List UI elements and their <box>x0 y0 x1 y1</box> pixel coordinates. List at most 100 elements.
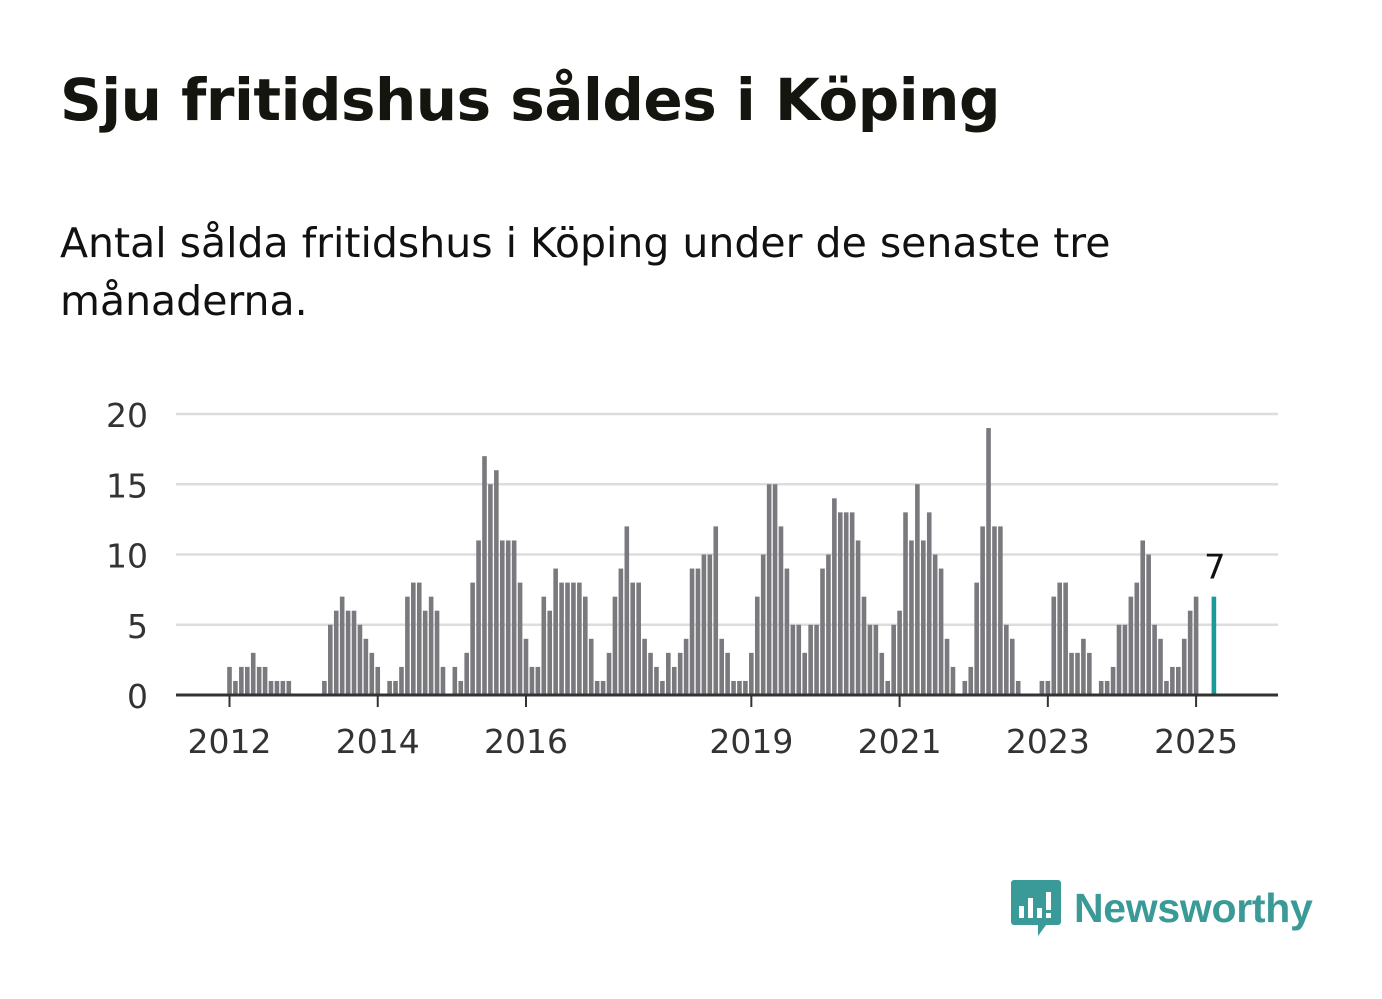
bar <box>511 540 517 695</box>
bar <box>725 652 730 695</box>
bar <box>239 666 244 695</box>
bar <box>440 666 446 695</box>
bar <box>879 652 885 695</box>
bar <box>1134 582 1140 695</box>
bar <box>399 666 404 695</box>
bar <box>488 484 493 695</box>
x-tick-label: 2021 <box>858 722 942 761</box>
x-tick-label: 2025 <box>1154 722 1238 761</box>
bar <box>1081 638 1086 695</box>
chart-title: Sju fritidshus såldes i Köping <box>60 66 1000 134</box>
bar <box>541 596 547 695</box>
bar <box>778 526 784 695</box>
x-tick-label: 2014 <box>336 722 420 761</box>
bar <box>820 568 825 695</box>
bar <box>891 624 896 695</box>
newsworthy-logo-icon <box>1011 880 1061 936</box>
bar <box>535 666 541 695</box>
bar <box>968 666 974 695</box>
bar <box>660 680 665 695</box>
bar <box>1158 638 1163 695</box>
bar <box>903 512 908 695</box>
bar <box>499 540 505 695</box>
bar <box>873 624 879 695</box>
bar <box>529 666 535 695</box>
newsworthy-logo: Newsworthy <box>1010 878 1313 938</box>
bar <box>826 554 831 695</box>
bar <box>998 526 1003 695</box>
bar <box>802 652 808 695</box>
bar <box>363 638 369 695</box>
bar <box>375 666 381 695</box>
y-tick-label: 5 <box>127 607 148 646</box>
bar <box>227 666 232 695</box>
bar <box>280 680 286 695</box>
bar <box>357 624 363 695</box>
bar <box>393 680 398 695</box>
bar <box>559 582 564 695</box>
bar <box>743 680 748 695</box>
bar <box>992 526 997 695</box>
bar <box>1110 666 1116 695</box>
bar <box>583 596 588 695</box>
gridlines <box>176 412 1278 626</box>
x-tick-label: 2019 <box>709 722 793 761</box>
highlight-bar <box>1211 596 1217 695</box>
bar <box>843 512 849 695</box>
bar <box>405 596 410 695</box>
bar <box>1004 624 1009 695</box>
bar <box>345 610 351 695</box>
bar <box>1187 610 1193 695</box>
bar <box>1140 540 1146 695</box>
bar <box>333 610 339 695</box>
bar <box>814 624 819 695</box>
bar <box>1069 652 1074 695</box>
bar <box>233 680 238 695</box>
bar <box>624 526 630 695</box>
bar <box>677 652 683 695</box>
bar <box>636 582 641 695</box>
bar <box>932 554 938 695</box>
bar <box>612 596 618 695</box>
bar <box>1075 652 1080 695</box>
brand-name: Newsworthy <box>1074 884 1313 931</box>
bar <box>1116 624 1122 695</box>
bar <box>416 582 422 695</box>
bar <box>1152 624 1157 695</box>
bar <box>754 596 760 695</box>
bar <box>1009 638 1015 695</box>
bar <box>523 638 529 695</box>
y-tick-label: 20 <box>106 396 148 435</box>
bar <box>974 582 979 695</box>
bar <box>1164 680 1169 695</box>
bar <box>1051 596 1057 695</box>
bar <box>1146 554 1151 695</box>
bar <box>808 624 813 695</box>
bar <box>268 680 274 695</box>
bar <box>796 624 802 695</box>
y-tick-label: 15 <box>106 466 148 505</box>
bar <box>274 680 280 695</box>
x-tick-label: 2012 <box>188 722 272 761</box>
y-tick-label: 10 <box>106 537 148 576</box>
bar <box>351 610 357 695</box>
bar <box>1181 638 1187 695</box>
bar <box>683 638 689 695</box>
bar <box>950 666 956 695</box>
bar <box>577 582 582 695</box>
bar <box>980 526 985 695</box>
bars <box>227 428 1217 695</box>
bar <box>719 638 724 695</box>
bar <box>618 568 624 695</box>
bar <box>1176 666 1181 695</box>
bar <box>897 610 902 695</box>
bar <box>339 596 345 695</box>
x-tick-label: 2023 <box>1006 722 1090 761</box>
bar <box>458 680 464 695</box>
bar <box>1104 680 1110 695</box>
bar <box>422 610 428 695</box>
bar <box>867 624 873 695</box>
bar <box>832 498 837 695</box>
bar <box>517 582 523 695</box>
bar <box>428 596 434 695</box>
